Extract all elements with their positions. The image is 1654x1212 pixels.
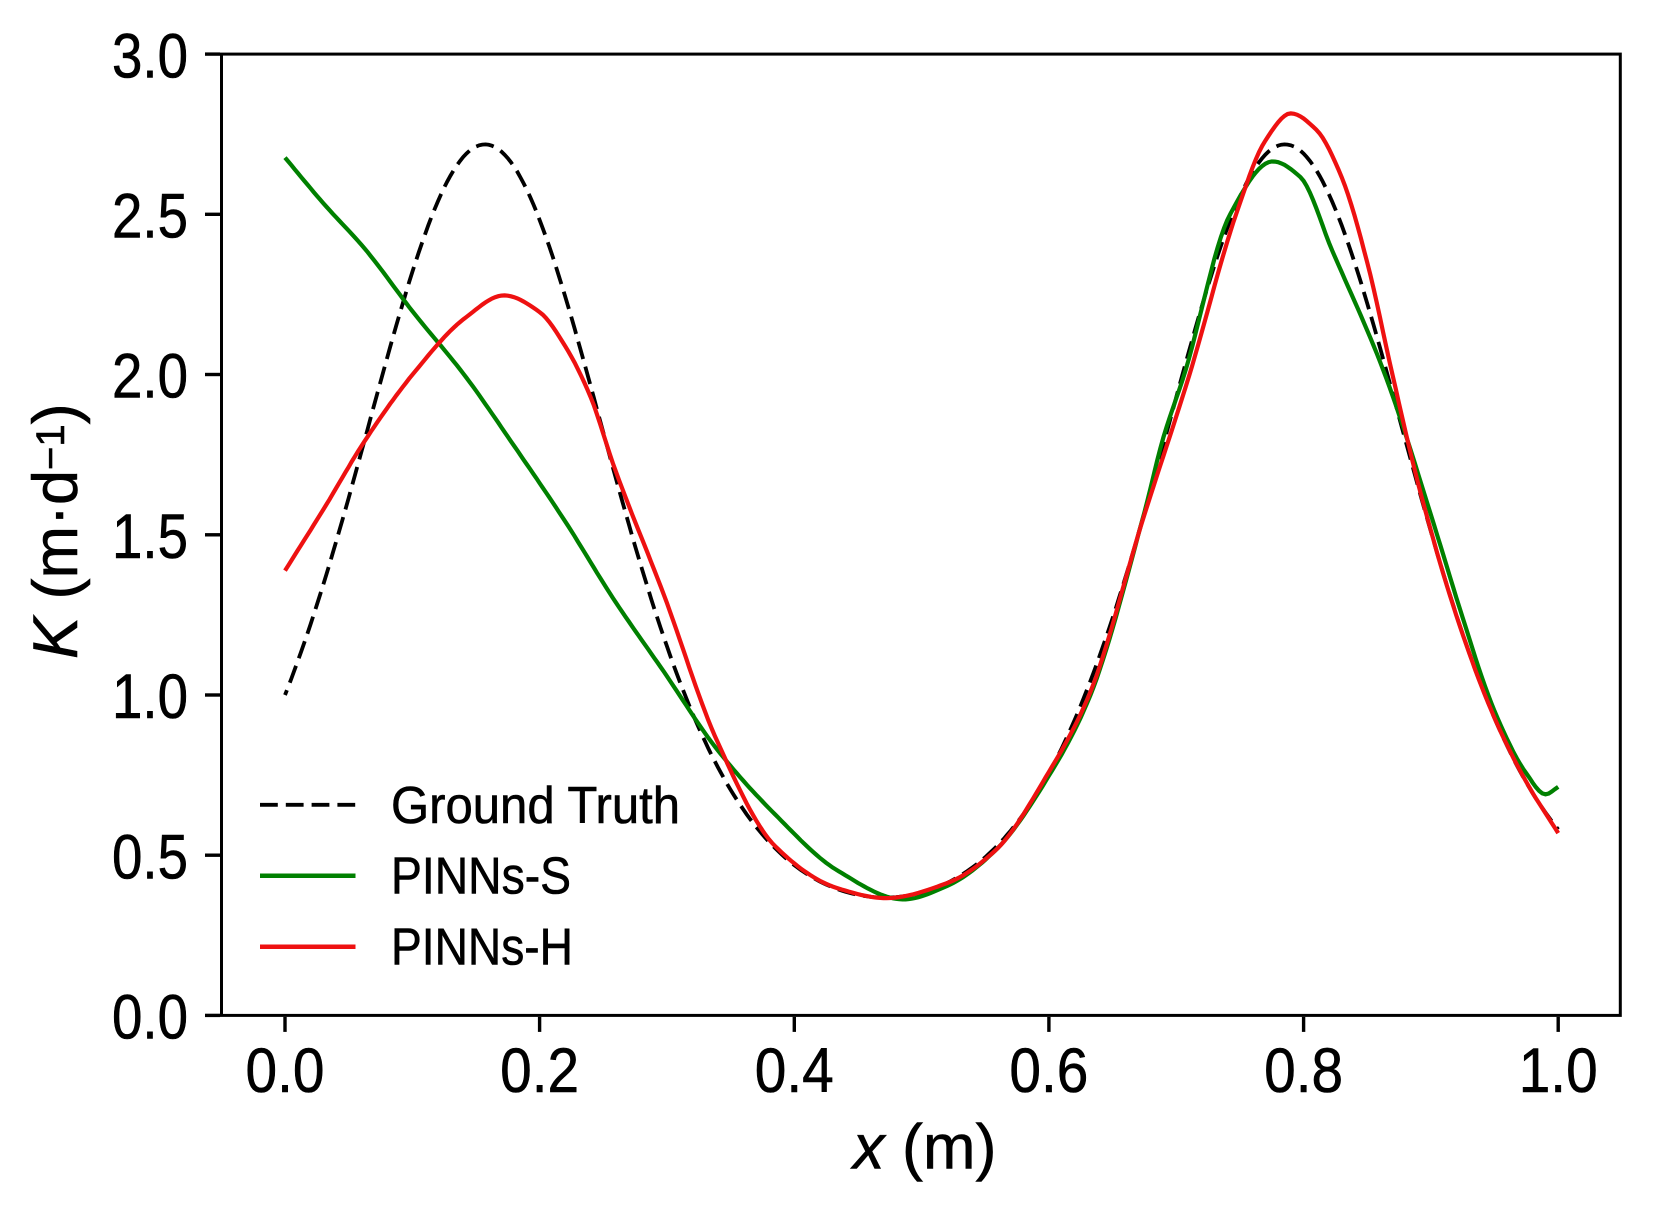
- svg-text:PINNs-H: PINNs-H: [391, 919, 573, 977]
- svg-text:K (m·d−1): K (m·d−1): [21, 403, 91, 659]
- svg-text:0.0: 0.0: [112, 983, 188, 1053]
- svg-text:0.0: 0.0: [246, 1036, 325, 1106]
- svg-text:2.0: 2.0: [112, 342, 188, 412]
- svg-text:0.5: 0.5: [112, 822, 188, 892]
- svg-text:1.5: 1.5: [112, 502, 188, 572]
- svg-text:0.2: 0.2: [500, 1036, 579, 1106]
- svg-text:Ground Truth: Ground Truth: [391, 777, 680, 835]
- svg-text:2.5: 2.5: [112, 182, 188, 252]
- svg-text:x (m): x (m): [850, 1113, 996, 1183]
- svg-text:0.8: 0.8: [1264, 1036, 1343, 1106]
- svg-text:0.4: 0.4: [755, 1036, 834, 1106]
- svg-text:3.0: 3.0: [112, 21, 188, 91]
- svg-text:1.0: 1.0: [1519, 1036, 1598, 1106]
- svg-text:0.6: 0.6: [1009, 1036, 1088, 1106]
- svg-text:1.0: 1.0: [112, 662, 188, 732]
- svg-text:PINNs-S: PINNs-S: [391, 848, 571, 906]
